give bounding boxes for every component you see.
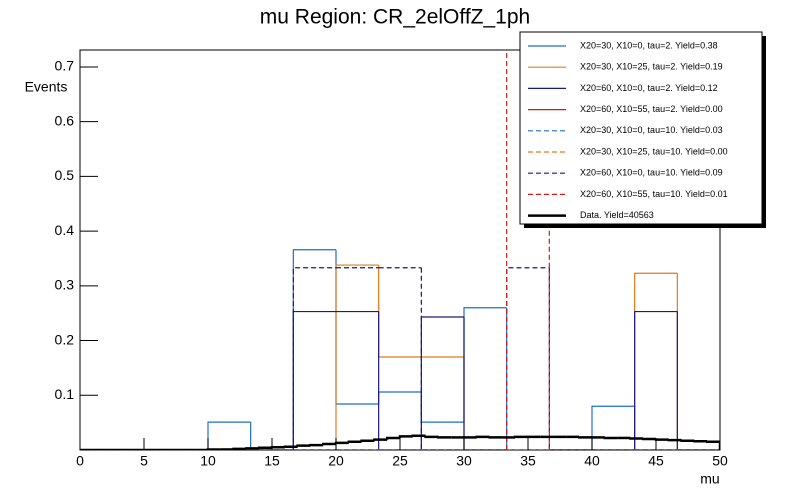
- legend-label: X20=30, X10=0, tau=10. Yield=0.03: [580, 125, 723, 135]
- histogram-bin: [296, 444, 311, 447]
- legend-label: X20=30, X10=0, tau=2. Yield=0.38: [580, 40, 718, 50]
- histogram-bin: [245, 447, 260, 450]
- histogram-bin: [634, 272, 678, 450]
- histogram-bin: [629, 437, 644, 440]
- x-tick-label: 45: [648, 453, 664, 469]
- histogram-bin: [335, 249, 379, 405]
- chart-title: mu Region: CR_2elOffZ_1ph: [260, 6, 530, 29]
- y-tick-label: 0.5: [55, 167, 75, 183]
- histogram-bin: [577, 436, 592, 439]
- histogram-bin: [667, 438, 682, 442]
- histogram-bin: [385, 436, 400, 440]
- histogram-bin: [420, 391, 464, 423]
- histogram-bin: [420, 267, 464, 450]
- histogram-bin: [680, 439, 695, 442]
- y-tick-label: 0.1: [55, 386, 75, 402]
- histogram-bin: [335, 264, 379, 450]
- histogram-bin: [463, 317, 507, 450]
- y-tick-label: 0.4: [55, 222, 75, 238]
- x-tick-label: 10: [200, 453, 216, 469]
- histogram-bin: [591, 405, 635, 450]
- histogram-bin: [270, 446, 285, 449]
- legend: [519, 31, 763, 225]
- histogram-bin: [378, 311, 422, 450]
- histogram-bin: [398, 435, 413, 438]
- histogram-bin: [232, 447, 247, 450]
- histogram-bin: [603, 436, 618, 440]
- y-axis-label: Events: [25, 79, 68, 95]
- histogram-bin: [424, 435, 439, 439]
- histogram-bin: [506, 307, 550, 450]
- legend-label: X20=60, X10=55, tau=2. Yield=0.00: [580, 104, 723, 114]
- histogram-bin: [463, 307, 507, 423]
- histogram-bin: [634, 310, 678, 450]
- histogram-bin: [641, 437, 656, 441]
- histogram-bin: [437, 436, 452, 439]
- x-tick-label: 35: [520, 453, 536, 469]
- histogram-bin: [373, 438, 388, 441]
- histogram-bin: [513, 435, 528, 439]
- legend-label: X20=60, X10=55, tau=10. Yield=0.01: [580, 189, 728, 199]
- legend-label: X20=60, X10=0, tau=10. Yield=0.09: [580, 168, 723, 178]
- histogram-bin: [257, 446, 272, 450]
- histogram-bin: [292, 249, 336, 450]
- histogram-bin: [321, 442, 336, 446]
- histogram-bin: [693, 439, 708, 443]
- y-tick-label: 0.2: [55, 331, 75, 347]
- histogram-bin: [676, 273, 720, 450]
- x-tick-label: 50: [712, 453, 728, 469]
- histogram-bin: [548, 267, 592, 450]
- x-tick-label: 40: [584, 453, 600, 469]
- histogram-bin: [334, 441, 349, 445]
- histograms: [80, 50, 720, 450]
- histogram-bin: [676, 311, 720, 450]
- histogram-bin: [206, 448, 221, 450]
- x-tick-label: 5: [140, 453, 148, 469]
- histogram-bin: [292, 310, 336, 450]
- histogram-bin: [378, 391, 422, 405]
- histogram-bin: [506, 267, 550, 450]
- y-tick-label: 0.6: [55, 112, 75, 128]
- legend-label: X20=30, X10=25, tau=10. Yield=0.00: [580, 146, 728, 156]
- x-axis-label: mu: [700, 471, 719, 487]
- histogram-bin: [292, 267, 336, 450]
- histogram-bin: [705, 440, 720, 450]
- x-tick-label: 25: [392, 453, 408, 469]
- histogram-bin: [360, 439, 375, 442]
- histogram-bin: [207, 421, 251, 450]
- histogram-bin: [309, 443, 324, 447]
- y-tick-label: 0.3: [55, 277, 75, 293]
- histogram-bin: [654, 438, 669, 441]
- x-tick-label: 20: [328, 453, 344, 469]
- x-tick-label: 30: [456, 453, 472, 469]
- y-tick-label: 0.7: [55, 58, 75, 74]
- histogram-bin: [420, 316, 464, 450]
- x-tick-label: 0: [76, 453, 84, 469]
- histogram-bin: [283, 445, 298, 448]
- histogram-bin: [411, 434, 426, 438]
- histogram-bin: [488, 436, 503, 439]
- histogram-bin: [250, 422, 294, 450]
- histogram-bin: [475, 435, 490, 439]
- histogram-bin: [378, 265, 422, 358]
- x-tick-label: 15: [264, 453, 280, 469]
- legend-label: X20=60, X10=0, tau=2. Yield=0.12: [580, 83, 718, 93]
- legend-label: X20=30, X10=25, tau=2. Yield=0.19: [580, 62, 723, 72]
- histogram-bin: [347, 440, 362, 444]
- legend-entries: X20=30, X10=0, tau=2. Yield=0.38 X20=30, …: [528, 40, 728, 220]
- legend-label: Data. Yield=40563: [580, 210, 654, 220]
